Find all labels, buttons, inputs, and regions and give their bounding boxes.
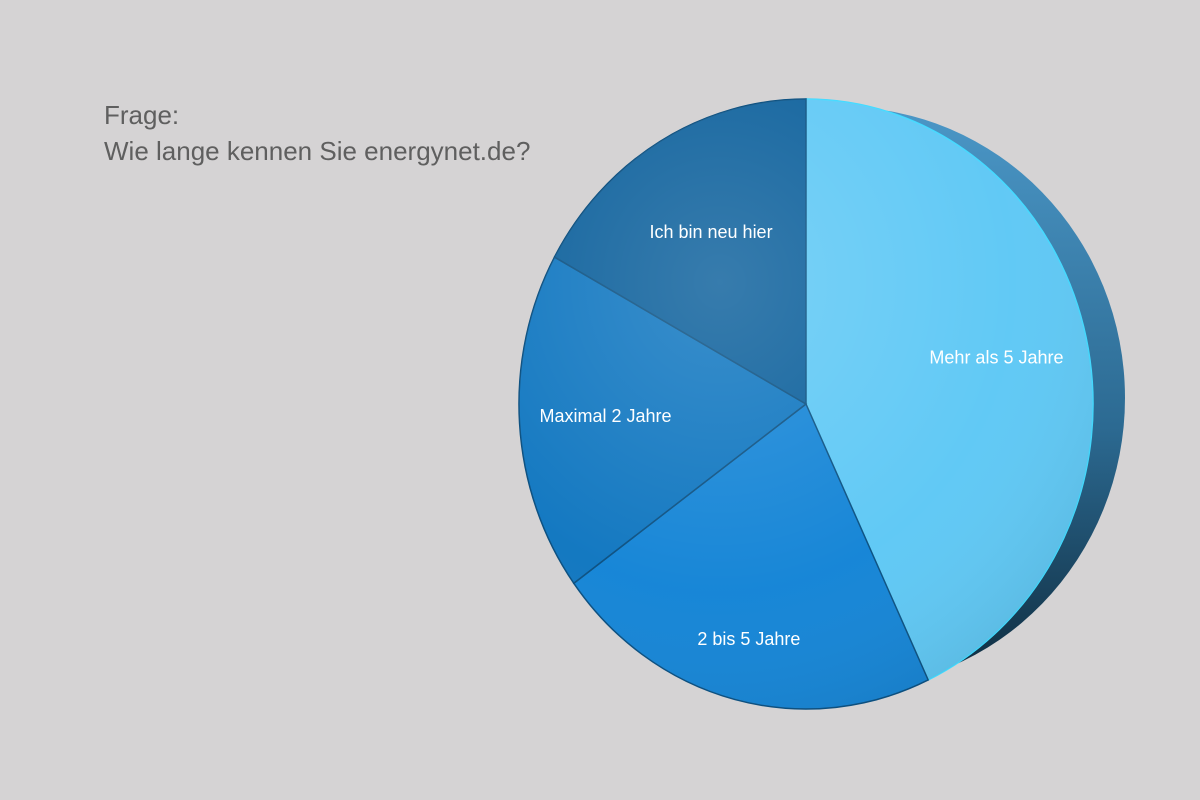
slice-label: 2 bis 5 Jahre [697,629,800,649]
question-text: Wie lange kennen Sie energynet.de? [104,136,531,166]
pie-face-shading [519,99,1093,709]
slice-label: Maximal 2 Jahre [539,406,671,426]
slice-label: Ich bin neu hier [649,222,772,242]
question-label: Frage: [104,100,180,130]
question-block: Frage: Wie lange kennen Sie energynet.de… [104,97,530,169]
slice-label: Mehr als 5 Jahre [929,348,1063,368]
pie-labels: Mehr als 5 Jahre 2 bis 5 Jahre Maximal 2 J… [539,222,1063,649]
pie-shading [519,99,1093,709]
